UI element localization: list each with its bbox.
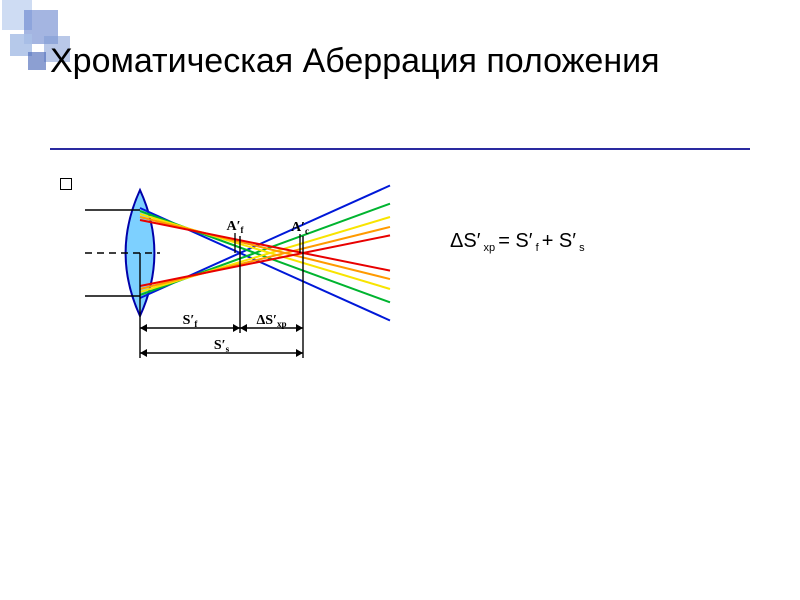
formula: ΔS′ xp = S′ f + S′ s [450, 230, 585, 253]
chromatic-aberration-diagram: S′fΔS′xpS′sA′fA′c [85, 178, 395, 368]
title-divider [50, 148, 750, 150]
svg-text:ΔS′xp: ΔS′xp [256, 313, 286, 329]
svg-text:S′s: S′s [214, 338, 230, 354]
bullet-icon [60, 178, 72, 190]
svg-text:A′f: A′f [226, 219, 244, 235]
page-title: Хроматическая Аберрация положения [50, 40, 750, 83]
svg-text:S′f: S′f [183, 313, 199, 329]
slide: Хроматическая Аберрация положения S′f ΔS′… [0, 0, 800, 600]
